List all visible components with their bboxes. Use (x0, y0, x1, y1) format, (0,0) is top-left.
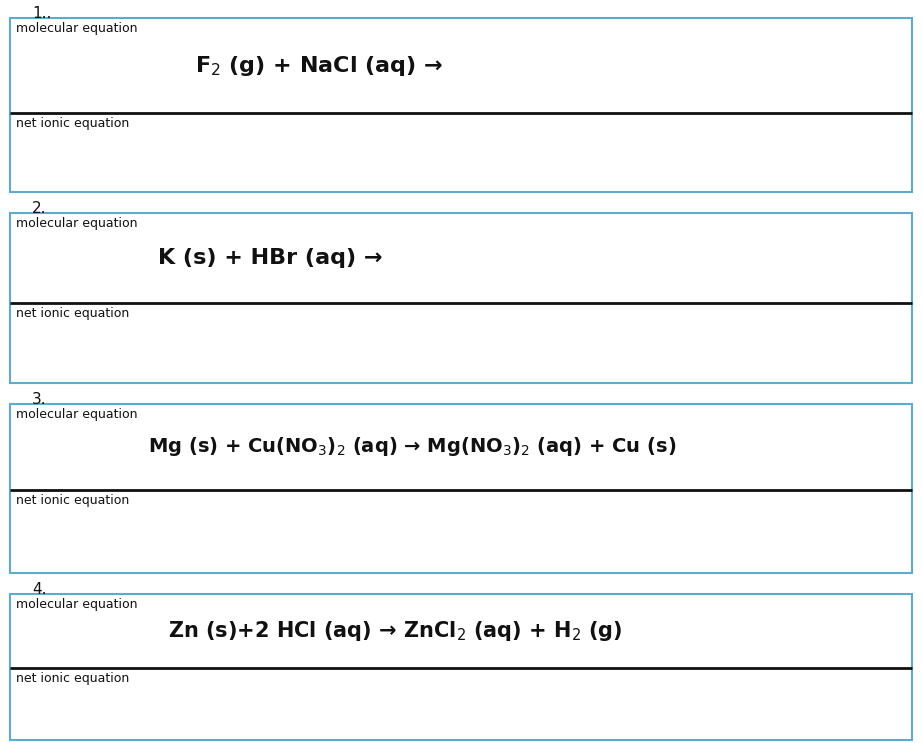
Text: net ionic equation: net ionic equation (16, 672, 129, 685)
Bar (10, 18, 912, 192)
Text: molecular equation: molecular equation (16, 22, 138, 35)
Text: Mg (s) + Cu(NO$_3$)$_2$ (aq) → Mg(NO$_3$)$_2$ (aq) + Cu (s): Mg (s) + Cu(NO$_3$)$_2$ (aq) → Mg(NO$_3$… (148, 435, 677, 458)
Text: 3.: 3. (32, 392, 47, 407)
Text: 4.: 4. (32, 582, 46, 597)
Text: net ionic equation: net ionic equation (16, 117, 129, 130)
Text: K (s) + HBr (aq) →: K (s) + HBr (aq) → (158, 248, 382, 268)
Text: net ionic equation: net ionic equation (16, 307, 129, 320)
Bar (10, 404, 912, 573)
Text: molecular equation: molecular equation (16, 217, 138, 230)
Text: molecular equation: molecular equation (16, 408, 138, 421)
Text: F$_2$ (g) + NaCl (aq) →: F$_2$ (g) + NaCl (aq) → (195, 53, 443, 77)
Bar (10, 213, 912, 383)
Text: 1..: 1.. (32, 6, 52, 21)
Text: molecular equation: molecular equation (16, 598, 138, 611)
Text: net ionic equation: net ionic equation (16, 494, 129, 507)
Bar (10, 594, 912, 740)
Text: Zn (s)+2 HCl (aq) → ZnCl$_2$ (aq) + H$_2$ (g): Zn (s)+2 HCl (aq) → ZnCl$_2$ (aq) + H$_2… (168, 619, 622, 643)
Text: 2.: 2. (32, 201, 46, 216)
